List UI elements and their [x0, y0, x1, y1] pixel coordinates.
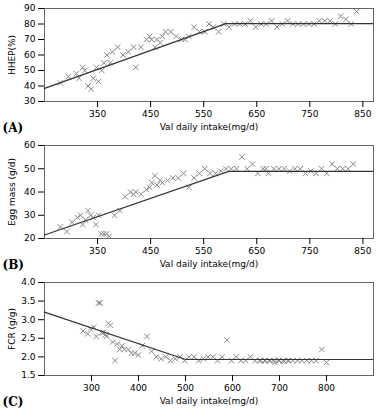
- svg-text:850: 850: [354, 109, 371, 119]
- svg-text:HHEP(%): HHEP(%): [7, 35, 17, 75]
- svg-text:650: 650: [248, 109, 265, 119]
- svg-text:50: 50: [24, 65, 36, 75]
- svg-text:(A): (A): [3, 121, 24, 135]
- svg-text:30: 30: [24, 96, 36, 106]
- svg-text:650: 650: [248, 246, 265, 256]
- svg-text:450: 450: [142, 109, 159, 119]
- svg-text:800: 800: [318, 383, 335, 393]
- svg-text:3.5: 3.5: [21, 296, 35, 306]
- svg-text:2.0: 2.0: [21, 352, 36, 362]
- svg-text:Val daily intake(mg/d): Val daily intake(mg/d): [160, 122, 259, 132]
- svg-text:1.5: 1.5: [21, 370, 35, 380]
- svg-text:70: 70: [24, 34, 36, 44]
- svg-text:20: 20: [24, 233, 36, 243]
- svg-text:450: 450: [142, 246, 159, 256]
- svg-text:700: 700: [271, 383, 288, 393]
- svg-text:300: 300: [83, 383, 100, 393]
- svg-text:550: 550: [195, 109, 212, 119]
- svg-text:750: 750: [301, 109, 318, 119]
- svg-text:550: 550: [195, 246, 212, 256]
- svg-text:3.0: 3.0: [21, 315, 36, 325]
- svg-text:30: 30: [24, 210, 36, 220]
- svg-text:40: 40: [24, 81, 36, 91]
- svg-text:60: 60: [24, 140, 36, 150]
- svg-text:40: 40: [24, 187, 36, 197]
- svg-text:Val daily intake(mg/d): Val daily intake(mg/d): [160, 396, 259, 406]
- svg-text:Egg mass (g/d): Egg mass (g/d): [7, 158, 17, 226]
- svg-text:60: 60: [24, 50, 36, 60]
- svg-text:750: 750: [301, 246, 318, 256]
- svg-text:FCR (g/g): FCR (g/g): [7, 308, 17, 350]
- svg-text:600: 600: [224, 383, 241, 393]
- svg-text:50: 50: [24, 164, 36, 174]
- svg-text:850: 850: [354, 246, 371, 256]
- svg-text:2.5: 2.5: [21, 333, 35, 343]
- svg-text:350: 350: [89, 109, 106, 119]
- svg-text:80: 80: [24, 19, 36, 29]
- svg-text:(C): (C): [3, 395, 24, 409]
- svg-text:(B): (B): [3, 258, 25, 272]
- svg-text:350: 350: [89, 246, 106, 256]
- svg-text:400: 400: [130, 383, 147, 393]
- svg-text:90: 90: [24, 3, 36, 13]
- svg-text:4.0: 4.0: [21, 277, 36, 287]
- svg-text:500: 500: [177, 383, 194, 393]
- svg-text:Val daily intake(mg/d): Val daily intake(mg/d): [160, 259, 259, 269]
